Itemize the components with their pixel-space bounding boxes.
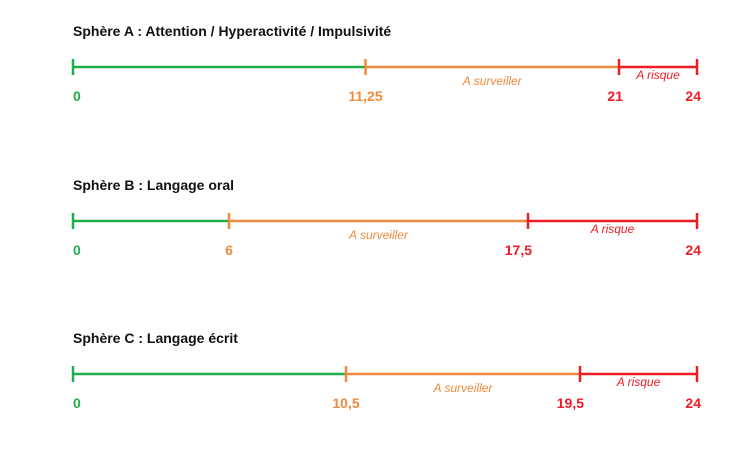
sphere-c-scale: A surveiller A risque 0 10,5 19,5 24 <box>71 366 701 411</box>
sphere-c-value-label-2: 10,5 <box>332 395 359 411</box>
sphere-c-value-label-1: 0 <box>73 395 81 411</box>
sphere-b-zone-label-2: A surveiller <box>348 228 409 242</box>
sphere-a: Sphère A : Attention / Hyperactivité / I… <box>0 23 750 143</box>
sphere-a-value-label-1: 0 <box>73 88 81 104</box>
sphere-a-title: Sphère A : Attention / Hyperactivité / I… <box>73 23 392 39</box>
sphere-a-zone-label-3: A risque <box>635 68 680 82</box>
sphere-b-zone-label-3: A risque <box>590 222 635 236</box>
sphere-a-value-label-3: 21 <box>607 88 623 104</box>
sphere-c-value-label-3: 19,5 <box>557 395 584 411</box>
sphere-c-zone-label-2: A surveiller <box>433 381 494 395</box>
sphere-b-value-label-1: 0 <box>73 242 81 258</box>
sphere-c-zone-label-3: A risque <box>616 375 661 389</box>
sphere-c-value-label-4: 24 <box>685 395 701 411</box>
sphere-a-value-label-4: 24 <box>685 88 701 104</box>
sphere-b-title: Sphère B : Langage oral <box>73 177 235 193</box>
sphere-c-title: Sphère C : Langage écrit <box>73 330 238 346</box>
sphere-a-scale: A surveiller A risque 0 11,25 21 24 <box>71 59 701 104</box>
sphere-b-value-label-3: 17,5 <box>505 242 532 258</box>
sphere-a-zone-label-2: A surveiller <box>462 74 523 88</box>
sphere-b: Sphère B : Langage oral A surveiller A ri… <box>0 177 750 297</box>
sphere-a-value-label-2: 11,25 <box>348 88 382 104</box>
sphere-b-value-label-4: 24 <box>685 242 701 258</box>
sphere-b-value-label-2: 6 <box>225 242 233 258</box>
sphere-b-scale: A surveiller A risque 0 6 17,5 24 <box>71 213 701 258</box>
sphere-c: Sphère C : Langage écrit A surveiller A r… <box>0 330 750 450</box>
